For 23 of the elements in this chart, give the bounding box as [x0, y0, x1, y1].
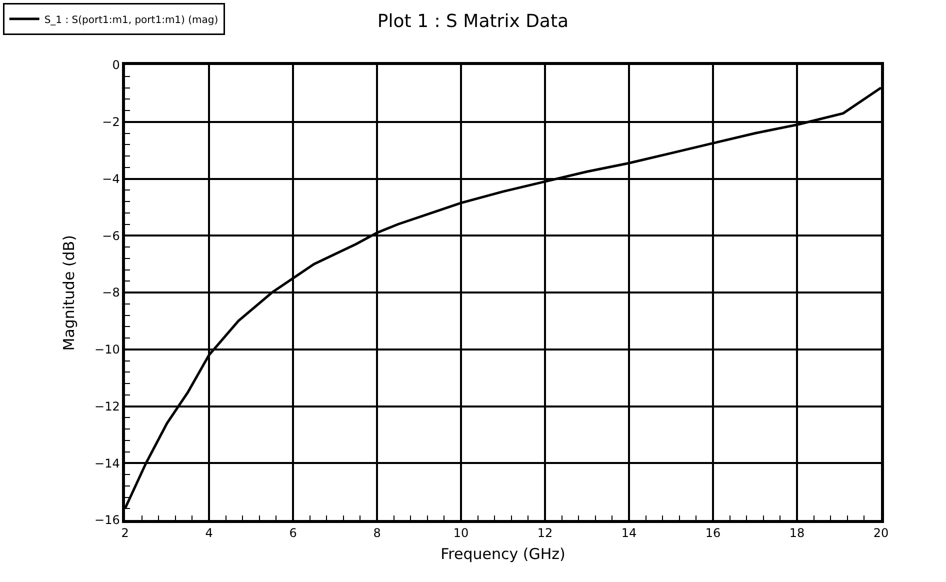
y-tick-label: −12: [94, 399, 120, 414]
y-tick-label: −4: [102, 172, 120, 186]
y-tick-label: 0: [112, 58, 120, 72]
x-tick-label: 18: [789, 526, 805, 540]
x-tick-label: 2: [121, 526, 129, 540]
legend-label: S_1 : S(port1:m1, port1:m1) (mag): [44, 14, 218, 26]
x-tick-label: 8: [373, 526, 381, 540]
y-tick-label: −2: [102, 115, 120, 130]
y-tick-label: −6: [102, 228, 120, 243]
y-tick-label: −16: [94, 513, 120, 528]
x-tick-label: 20: [873, 526, 889, 540]
y-tick-label: −14: [94, 456, 120, 470]
x-axis-title: Frequency (GHz): [440, 545, 566, 564]
y-tick-label: −8: [102, 286, 120, 300]
chart-title: Plot 1 : S Matrix Data: [377, 11, 569, 32]
x-tick-label: 10: [453, 526, 469, 540]
x-tick-label: 6: [289, 526, 297, 540]
x-tick-label: 16: [705, 526, 721, 540]
x-tick-label: 14: [621, 526, 637, 540]
y-axis-title: Magnitude (dB): [60, 235, 78, 351]
y-tick-label: −10: [94, 342, 120, 357]
x-tick-label: 12: [537, 526, 553, 540]
x-tick-label: 4: [205, 526, 213, 540]
